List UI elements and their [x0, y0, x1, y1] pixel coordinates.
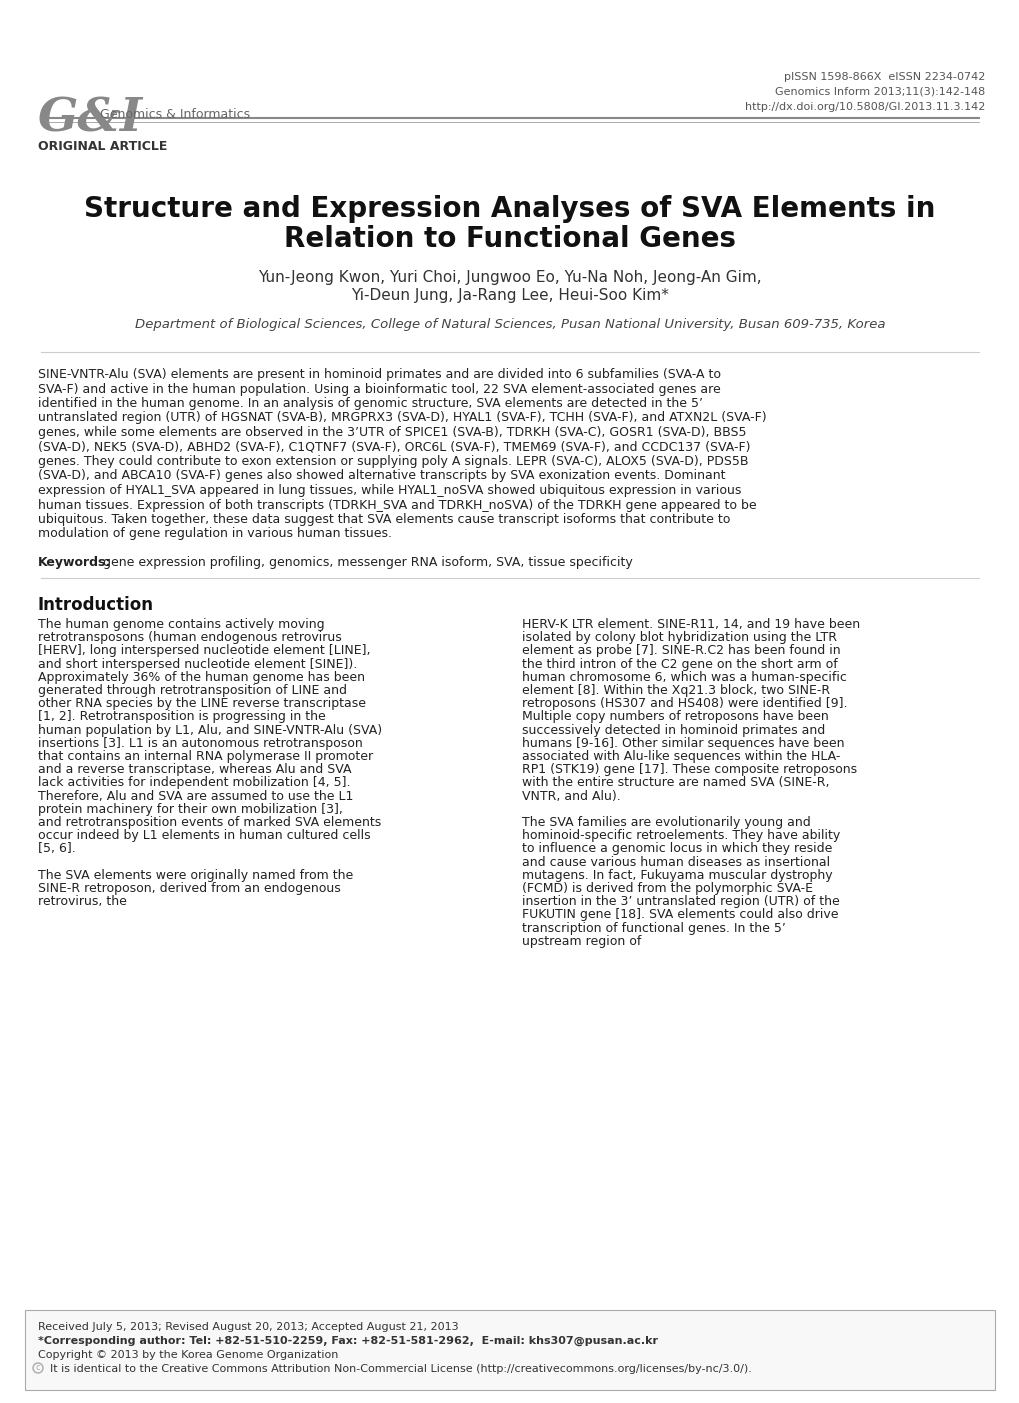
Text: occur indeed by L1 elements in human cultured cells: occur indeed by L1 elements in human cul…	[38, 829, 370, 842]
Text: SINE-R retroposon, derived from an endogenous: SINE-R retroposon, derived from an endog…	[38, 882, 340, 895]
Text: and cause various human diseases as insertional: and cause various human diseases as inse…	[522, 856, 829, 868]
Text: isolated by colony blot hybridization using the LTR: isolated by colony blot hybridization us…	[522, 631, 837, 644]
Text: insertion in the 3’ untranslated region (UTR) of the: insertion in the 3’ untranslated region …	[522, 895, 839, 908]
Text: The human genome contains actively moving: The human genome contains actively movin…	[38, 617, 324, 631]
Text: c: c	[36, 1364, 41, 1372]
Text: and retrotransposition events of marked SVA elements: and retrotransposition events of marked …	[38, 817, 381, 829]
Text: expression of HYAL1_SVA appeared in lung tissues, while HYAL1_noSVA showed ubiqu: expression of HYAL1_SVA appeared in lung…	[38, 484, 741, 497]
Text: genes. They could contribute to exon extension or supplying poly A signals. LEPR: genes. They could contribute to exon ext…	[38, 455, 748, 469]
Text: Genomics & Informatics: Genomics & Informatics	[100, 108, 250, 121]
Text: generated through retrotransposition of LINE and: generated through retrotransposition of …	[38, 685, 346, 697]
Text: The SVA elements were originally named from the: The SVA elements were originally named f…	[38, 868, 353, 882]
Text: [HERV], long interspersed nucleotide element [LINE],: [HERV], long interspersed nucleotide ele…	[38, 644, 370, 658]
Text: VNTR, and Alu).: VNTR, and Alu).	[522, 790, 621, 803]
Text: Therefore, Alu and SVA are assumed to use the L1: Therefore, Alu and SVA are assumed to us…	[38, 790, 353, 803]
Text: human chromosome 6, which was a human-specific: human chromosome 6, which was a human-sp…	[522, 671, 846, 683]
Text: [1, 2]. Retrotransposition is progressing in the: [1, 2]. Retrotransposition is progressin…	[38, 710, 325, 724]
Text: lack activities for independent mobilization [4, 5].: lack activities for independent mobiliza…	[38, 776, 351, 790]
Text: other RNA species by the LINE reverse transcriptase: other RNA species by the LINE reverse tr…	[38, 697, 366, 710]
Text: element as probe [7]. SINE-R.C2 has been found in: element as probe [7]. SINE-R.C2 has been…	[522, 644, 840, 658]
Text: and a reverse transcriptase, whereas Alu and SVA: and a reverse transcriptase, whereas Alu…	[38, 763, 352, 776]
Text: Approximately 36% of the human genome has been: Approximately 36% of the human genome ha…	[38, 671, 365, 683]
Text: genes, while some elements are observed in the 3’UTR of SPICE1 (SVA-B), TDRKH (S: genes, while some elements are observed …	[38, 427, 746, 439]
Text: Yun-Jeong Kwon, Yuri Choi, Jungwoo Eo, Yu-Na Noh, Jeong-An Gim,: Yun-Jeong Kwon, Yuri Choi, Jungwoo Eo, Y…	[258, 269, 761, 285]
Text: (SVA-D), NEK5 (SVA-D), ABHD2 (SVA-F), C1QTNF7 (SVA-F), ORC6L (SVA-F), TMEM69 (SV: (SVA-D), NEK5 (SVA-D), ABHD2 (SVA-F), C1…	[38, 441, 750, 453]
Text: associated with Alu-like sequences within the HLA-: associated with Alu-like sequences withi…	[522, 751, 840, 763]
Text: mutagens. In fact, Fukuyama muscular dystrophy: mutagens. In fact, Fukuyama muscular dys…	[522, 868, 832, 882]
Text: Department of Biological Sciences, College of Natural Sciences, Pusan National U: Department of Biological Sciences, Colle…	[135, 318, 884, 331]
Text: gene expression profiling, genomics, messenger RNA isoform, SVA, tissue specific: gene expression profiling, genomics, mes…	[103, 556, 632, 570]
Text: pISSN 1598-866X  eISSN 2234-0742: pISSN 1598-866X eISSN 2234-0742	[783, 72, 984, 81]
Text: successively detected in hominoid primates and: successively detected in hominoid primat…	[522, 724, 824, 737]
Text: untranslated region (UTR) of HGSNAT (SVA-B), MRGPRX3 (SVA-D), HYAL1 (SVA-F), TCH: untranslated region (UTR) of HGSNAT (SVA…	[38, 411, 766, 425]
Text: SVA-F) and active in the human population. Using a bioinformatic tool, 22 SVA el: SVA-F) and active in the human populatio…	[38, 383, 720, 396]
Text: Structure and Expression Analyses of SVA Elements in: Structure and Expression Analyses of SVA…	[85, 195, 934, 223]
Text: to influence a genomic locus in which they reside: to influence a genomic locus in which th…	[522, 842, 832, 856]
Text: with the entire structure are named SVA (SINE-R,: with the entire structure are named SVA …	[522, 776, 828, 790]
Text: RP1 (STK19) gene [17]. These composite retroposons: RP1 (STK19) gene [17]. These composite r…	[522, 763, 856, 776]
Text: identified in the human genome. In an analysis of genomic structure, SVA element: identified in the human genome. In an an…	[38, 397, 702, 410]
Text: FUKUTIN gene [18]. SVA elements could also drive: FUKUTIN gene [18]. SVA elements could al…	[522, 908, 838, 922]
Text: upstream region of: upstream region of	[522, 934, 641, 948]
Text: transcription of functional genes. In the 5’: transcription of functional genes. In th…	[522, 922, 785, 934]
Text: Keywords:: Keywords:	[38, 556, 111, 570]
Text: protein machinery for their own mobilization [3],: protein machinery for their own mobiliza…	[38, 803, 342, 815]
Text: retrovirus, the: retrovirus, the	[38, 895, 126, 908]
Text: retrotransposons (human endogenous retrovirus: retrotransposons (human endogenous retro…	[38, 631, 341, 644]
Text: ubiquitous. Taken together, these data suggest that SVA elements cause transcrip: ubiquitous. Taken together, these data s…	[38, 513, 730, 526]
Text: [5, 6].: [5, 6].	[38, 842, 75, 856]
Text: that contains an internal RNA polymerase II promoter: that contains an internal RNA polymerase…	[38, 751, 373, 763]
Text: human population by L1, Alu, and SINE-VNTR-Alu (SVA): human population by L1, Alu, and SINE-VN…	[38, 724, 382, 737]
Text: the third intron of the C2 gene on the short arm of: the third intron of the C2 gene on the s…	[522, 658, 837, 671]
Text: The SVA families are evolutionarily young and: The SVA families are evolutionarily youn…	[522, 817, 810, 829]
Text: and short interspersed nucleotide element [SINE]).: and short interspersed nucleotide elemen…	[38, 658, 357, 671]
Text: http://dx.doi.org/10.5808/GI.2013.11.3.142: http://dx.doi.org/10.5808/GI.2013.11.3.1…	[744, 102, 984, 112]
Text: It is identical to the Creative Commons Attribution Non-Commercial License (http: It is identical to the Creative Commons …	[50, 1364, 751, 1374]
Text: Received July 5, 2013; Revised August 20, 2013; Accepted August 21, 2013: Received July 5, 2013; Revised August 20…	[38, 1322, 459, 1331]
Text: (SVA-D), and ABCA10 (SVA-F) genes also showed alternative transcripts by SVA exo: (SVA-D), and ABCA10 (SVA-F) genes also s…	[38, 470, 725, 483]
Text: Copyright © 2013 by the Korea Genome Organization: Copyright © 2013 by the Korea Genome Org…	[38, 1350, 338, 1360]
Text: Introduction: Introduction	[38, 596, 154, 615]
Text: (FCMD) is derived from the polymorphic SVA-E: (FCMD) is derived from the polymorphic S…	[522, 882, 812, 895]
Text: human tissues. Expression of both transcripts (TDRKH_SVA and TDRKH_noSVA) of the: human tissues. Expression of both transc…	[38, 498, 756, 512]
Text: G&I: G&I	[38, 95, 143, 140]
Text: hominoid-specific retroelements. They have ability: hominoid-specific retroelements. They ha…	[522, 829, 840, 842]
Text: humans [9-16]. Other similar sequences have been: humans [9-16]. Other similar sequences h…	[522, 737, 844, 749]
Text: Multiple copy numbers of retroposons have been: Multiple copy numbers of retroposons hav…	[522, 710, 828, 724]
Text: Relation to Functional Genes: Relation to Functional Genes	[283, 224, 736, 253]
Text: element [8]. Within the Xq21.3 block, two SINE-R: element [8]. Within the Xq21.3 block, tw…	[522, 685, 829, 697]
Bar	[25, 1310, 994, 1390]
Text: HERV-K LTR element. SINE-R11, 14, and 19 have been: HERV-K LTR element. SINE-R11, 14, and 19…	[522, 617, 859, 631]
Text: SINE-VNTR-Alu (SVA) elements are present in hominoid primates and are divided in: SINE-VNTR-Alu (SVA) elements are present…	[38, 368, 720, 382]
Text: Genomics Inform 2013;11(3):142-148: Genomics Inform 2013;11(3):142-148	[774, 87, 984, 97]
Text: Yi-Deun Jung, Ja-Rang Lee, Heui-Soo Kim*: Yi-Deun Jung, Ja-Rang Lee, Heui-Soo Kim*	[351, 288, 668, 303]
Text: ORIGINAL ARTICLE: ORIGINAL ARTICLE	[38, 140, 167, 153]
Text: *Corresponding author: Tel: +82-51-510-2259, Fax: +82-51-581-2962,  E-mail: khs3: *Corresponding author: Tel: +82-51-510-2…	[38, 1336, 657, 1347]
Text: retroposons (HS307 and HS408) were identified [9].: retroposons (HS307 and HS408) were ident…	[522, 697, 847, 710]
Text: insertions [3]. L1 is an autonomous retrotransposon: insertions [3]. L1 is an autonomous retr…	[38, 737, 363, 749]
Text: modulation of gene regulation in various human tissues.: modulation of gene regulation in various…	[38, 528, 391, 540]
